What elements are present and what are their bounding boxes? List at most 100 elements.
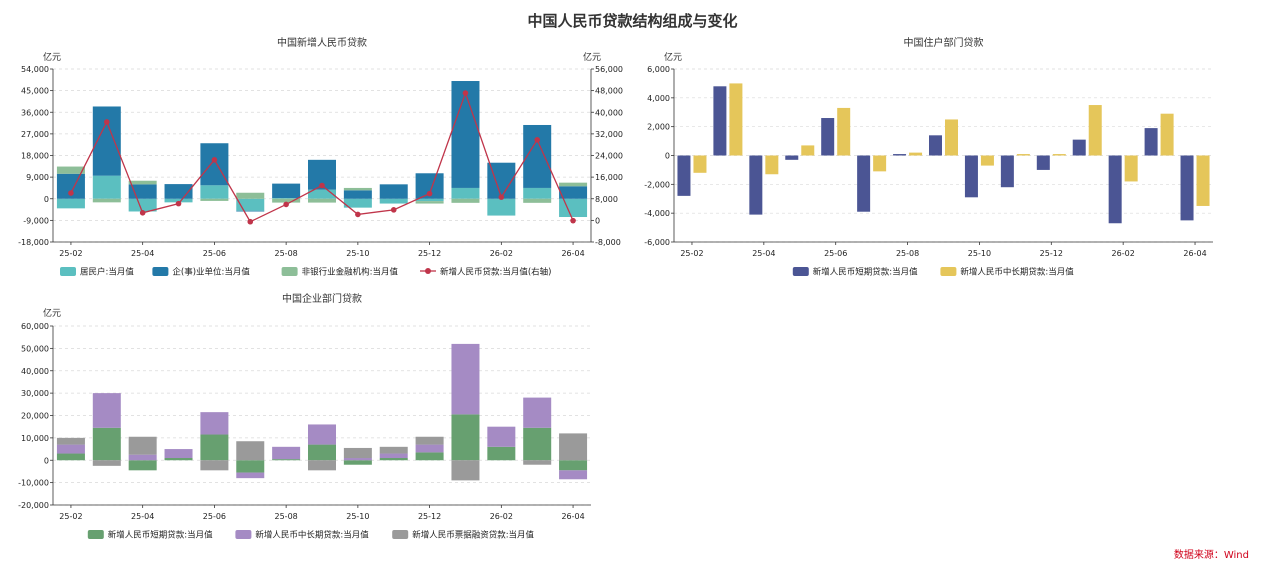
bar xyxy=(451,187,480,199)
line-point xyxy=(211,157,218,163)
line-point xyxy=(426,190,433,197)
bar xyxy=(523,198,552,203)
legend-label: 新增人民币票据融资贷款:当月值 xyxy=(412,530,534,541)
bar xyxy=(343,447,372,459)
bar xyxy=(308,444,336,461)
bar xyxy=(1160,113,1174,156)
y2-tick-label: 32,000 xyxy=(595,130,623,139)
bar xyxy=(56,444,85,454)
legend-label: 新增人民币短期贷款:当月值 xyxy=(108,530,213,541)
legend-label: 新增人民币中长期贷款:当月值 xyxy=(960,267,1074,278)
bar xyxy=(92,460,121,466)
legend-item: 新增人民币短期贷款:当月值 xyxy=(87,530,213,541)
x-tick-label: 25-02 xyxy=(59,512,82,521)
bar xyxy=(379,453,408,459)
bar xyxy=(749,155,763,215)
chart-title: 中国住户部门贷款 xyxy=(904,36,984,49)
bar xyxy=(415,452,444,461)
bar xyxy=(343,198,372,208)
line-point xyxy=(462,90,469,96)
bar xyxy=(343,190,372,199)
bar xyxy=(236,472,265,479)
y-tick-label: -2,000 xyxy=(644,180,670,189)
bar xyxy=(164,449,193,459)
bar xyxy=(272,183,301,199)
legend-swatch xyxy=(87,530,104,539)
bar xyxy=(128,436,157,455)
y-tick-label: -18,000 xyxy=(18,238,49,247)
bar xyxy=(980,155,994,166)
legend: 居民户:当月值 企(事)业单位:当月值 非银行业金融机构:当月值 新增人民币贷款:当月… xyxy=(60,267,552,278)
bar xyxy=(200,434,229,461)
bar xyxy=(128,198,157,212)
bar xyxy=(379,184,408,199)
bar xyxy=(236,198,265,211)
line-point xyxy=(534,137,540,143)
chart-title: 中国新增人民币贷款 xyxy=(277,36,367,49)
bar xyxy=(693,155,707,173)
bar xyxy=(559,460,588,471)
x-tick-label: 25-06 xyxy=(203,249,226,258)
legend-item: 新增人民币贷款:当月值(右轴) xyxy=(420,267,552,278)
bar xyxy=(964,155,978,198)
bar xyxy=(1000,155,1014,188)
bar xyxy=(272,198,301,199)
bar xyxy=(343,460,372,465)
bar xyxy=(873,155,887,172)
x-tick-label: 26-02 xyxy=(490,249,513,258)
legend-item: 非银行业金融机构:当月值 xyxy=(281,267,398,278)
bar xyxy=(1196,155,1210,206)
bar xyxy=(487,446,516,461)
bar xyxy=(523,187,552,199)
legend-item: 新增人民币票据融资贷款:当月值 xyxy=(392,530,535,541)
line-point xyxy=(104,119,110,125)
line-point xyxy=(139,210,146,216)
y-tick-label: -6,000 xyxy=(644,238,670,247)
y2-tick-label: 8,000 xyxy=(595,195,618,204)
bar xyxy=(451,198,480,203)
line-point xyxy=(247,218,254,225)
page-title: 中国人民币贷款结构组成与变化 xyxy=(527,12,738,30)
bar xyxy=(929,135,942,156)
bar xyxy=(200,185,229,199)
y2-tick-label: 16,000 xyxy=(595,173,623,182)
bar xyxy=(857,155,871,212)
x-tick-label: 25-08 xyxy=(275,249,298,258)
legend-item: 新增人民币中长期贷款:当月值 xyxy=(235,530,369,541)
line-point xyxy=(175,200,182,207)
bar xyxy=(1036,155,1050,170)
bar xyxy=(1088,105,1102,156)
bar xyxy=(1144,128,1158,156)
bar xyxy=(128,454,157,461)
y-tick-label: 0 xyxy=(665,152,670,161)
y-tick-label: -9,000 xyxy=(23,216,49,225)
bar xyxy=(451,81,480,188)
bar xyxy=(677,155,691,196)
y2-tick-label: 24,000 xyxy=(595,152,623,161)
y-tick-label: -20,000 xyxy=(18,501,49,510)
bar xyxy=(92,427,121,461)
bar xyxy=(821,118,835,156)
y-tick-label: 20,000 xyxy=(21,412,49,421)
y-tick-label: 2,000 xyxy=(647,123,670,132)
bar xyxy=(272,198,301,203)
bar xyxy=(1016,154,1030,156)
line-point xyxy=(68,190,74,196)
bar xyxy=(128,180,157,185)
y-axis-unit: 亿元 xyxy=(664,51,682,63)
y-tick-label: 18,000 xyxy=(21,152,49,161)
bar xyxy=(909,152,923,156)
bar xyxy=(92,393,121,428)
bar xyxy=(92,198,121,203)
y-tick-label: 54,000 xyxy=(21,65,49,74)
bar xyxy=(415,201,444,204)
y-axis-unit: 亿元 xyxy=(43,51,61,63)
bar xyxy=(765,155,779,175)
legend-label: 新增人民币中长期贷款:当月值 xyxy=(255,530,369,541)
bar xyxy=(308,424,336,445)
x-tick-label: 25-08 xyxy=(896,249,919,258)
bar xyxy=(1124,155,1138,182)
y-tick-label: 27,000 xyxy=(21,130,49,139)
